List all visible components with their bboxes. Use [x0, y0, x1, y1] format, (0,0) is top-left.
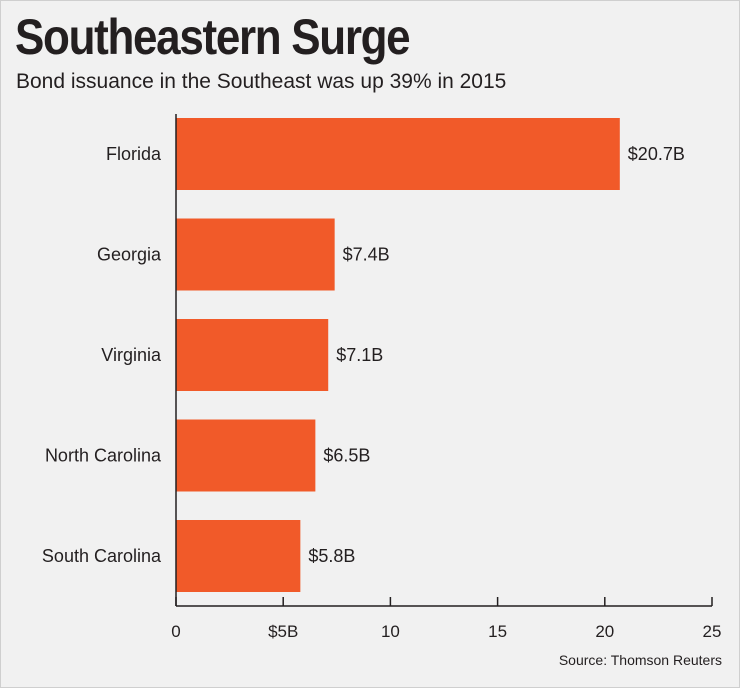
chart-subtitle: Bond issuance in the Southeast was up 39…: [16, 70, 507, 93]
x-tick-label: $5B: [268, 622, 298, 641]
value-label: $5.8B: [308, 546, 355, 566]
x-tick-label: 25: [703, 622, 722, 641]
x-tick-label: 15: [488, 622, 507, 641]
category-label: Virginia: [101, 345, 162, 365]
bar-north-carolina: [176, 419, 316, 492]
chart-title: Southeastern Surge: [15, 9, 411, 65]
value-label: $7.1B: [336, 345, 383, 365]
value-label: $20.7B: [628, 144, 685, 164]
source-note: Source: Thomson Reuters: [558, 652, 722, 668]
bar-florida: [176, 118, 620, 190]
category-label: North Carolina: [45, 446, 162, 466]
x-tick-label: 10: [381, 622, 400, 641]
bar-virginia: [176, 319, 329, 391]
category-label: Florida: [106, 144, 162, 164]
bar-georgia: [176, 218, 335, 291]
value-label: $6.5B: [323, 446, 370, 466]
category-label: South Carolina: [42, 546, 162, 566]
bar-south-carolina: [176, 520, 301, 592]
value-label: $7.4B: [343, 245, 390, 265]
x-tick-label: 0: [171, 622, 180, 641]
category-label: Georgia: [97, 245, 162, 265]
x-tick-label: 20: [595, 622, 614, 641]
